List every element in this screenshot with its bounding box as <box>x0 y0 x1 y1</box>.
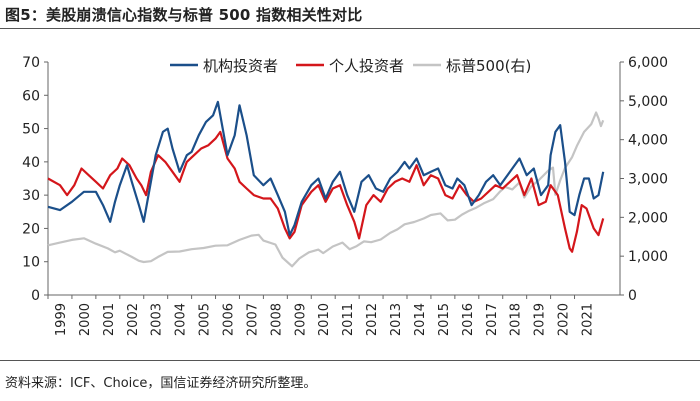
left-tick-label: 70 <box>22 55 40 71</box>
x-tick-label: 2006 <box>221 303 236 336</box>
x-tick-label: 2021 <box>580 303 595 336</box>
x-tick-label: 2015 <box>437 303 452 336</box>
x-tick-label: 2008 <box>269 303 284 336</box>
series-line-1 <box>47 130 605 253</box>
bottom-rule <box>0 360 700 361</box>
x-tick-label: 2001 <box>102 303 117 336</box>
left-axis: 0 10 20 30 40 50 60 70 <box>22 55 49 304</box>
x-tick-label: 1999 <box>54 303 69 336</box>
right-tick-label: 0 <box>628 288 637 304</box>
x-tick-label: 2007 <box>245 303 260 336</box>
left-tick-label: 20 <box>22 221 40 237</box>
line-chart: 0 10 20 30 40 50 60 70 0 1,000 2,000 3,000 4,000 5,0… <box>22 55 668 336</box>
x-tick-label: 2005 <box>198 303 213 336</box>
right-tick-label: 5,000 <box>628 94 668 110</box>
series-group <box>47 100 605 268</box>
figure-title: 图5：美股崩溃信心指数与标普 500 指数相关性对比 <box>5 6 363 24</box>
right-tick-label: 6,000 <box>628 55 668 71</box>
x-tick-label: 2010 <box>317 303 332 336</box>
left-tick-label: 10 <box>22 255 40 271</box>
x-tick-label: 2004 <box>174 303 189 336</box>
series-line-2 <box>47 111 605 268</box>
x-tick-label: 2013 <box>389 303 404 336</box>
source-note: 资料来源：ICF、Choice，国信证券经济研究所整理。 <box>5 376 317 391</box>
x-tick-label: 2016 <box>461 303 476 336</box>
x-tick-label: 2003 <box>150 303 165 336</box>
x-tick-label: 2009 <box>293 303 308 336</box>
right-tick-label: 3,000 <box>628 172 668 188</box>
left-tick-label: 60 <box>22 88 40 104</box>
x-tick-label: 2020 <box>557 303 572 336</box>
x-tick-label: 2017 <box>485 303 500 336</box>
x-axis: 1999 2000 2001 2002 2003 2004 2005 2006 2007 2008… <box>47 294 620 336</box>
x-tick-label: 2002 <box>126 303 141 336</box>
left-tick-label: 50 <box>22 122 40 138</box>
right-axis: 0 1,000 2,000 3,000 4,000 5,000 6,000 <box>619 55 668 304</box>
right-tick-label: 4,000 <box>628 133 668 149</box>
x-tick-label: 2018 <box>509 303 524 336</box>
series-line-0 <box>47 100 605 237</box>
x-tick-label: 2019 <box>533 303 548 336</box>
x-tick-label: 2011 <box>341 303 356 336</box>
left-tick-label: 40 <box>22 155 40 171</box>
x-tick-label: 2014 <box>413 303 428 336</box>
legend-label: 标普500(右) <box>446 57 531 75</box>
x-tick-label: 2012 <box>365 303 380 336</box>
legend: 机构投资者 个人投资者 标普500(右) <box>170 57 531 75</box>
legend-label: 机构投资者 <box>203 57 278 75</box>
left-tick-label: 0 <box>31 288 40 304</box>
right-tick-label: 2,000 <box>628 210 668 226</box>
legend-label: 个人投资者 <box>329 57 404 75</box>
right-tick-label: 1,000 <box>628 249 668 265</box>
left-tick-label: 30 <box>22 188 40 204</box>
top-rule <box>0 28 700 29</box>
x-tick-label: 2000 <box>78 303 93 336</box>
